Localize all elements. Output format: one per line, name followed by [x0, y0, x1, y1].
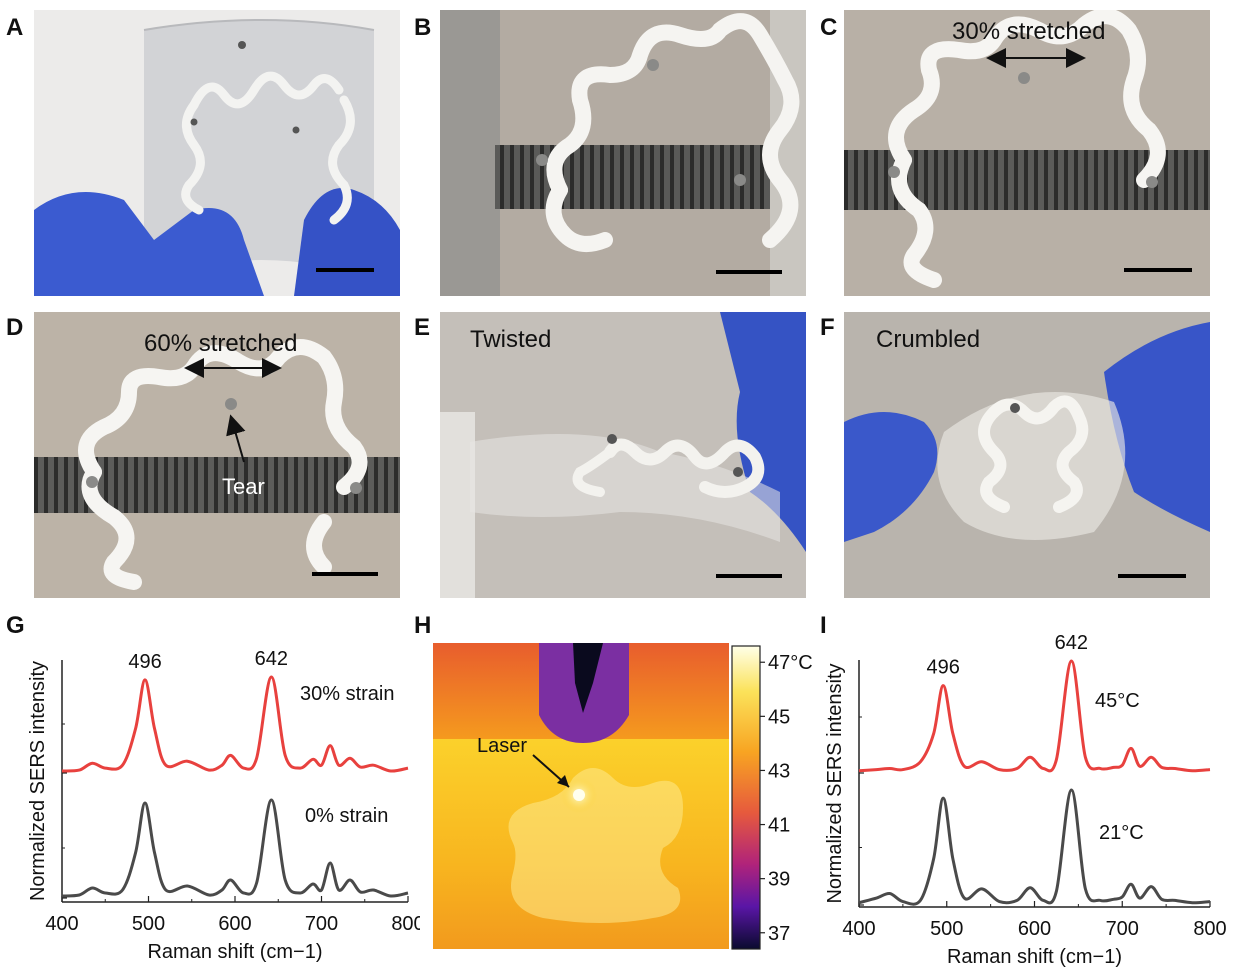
photo-d-60-stretched: 60% stretched Tear	[34, 312, 400, 598]
colorbar-tick-label: 47°C	[768, 652, 813, 674]
panel-label-f: F	[820, 314, 835, 341]
scale-bar	[316, 268, 374, 272]
y-axis-label: Normalized SERS intensity	[27, 661, 49, 901]
photo-f-crumbled: Crumbled	[844, 312, 1210, 598]
x-tick-label: 500	[930, 918, 963, 940]
panel-label-d: D	[6, 314, 24, 341]
series-line	[858, 659, 1211, 773]
photo-c-30-stretched: 30% stretched	[844, 10, 1210, 296]
x-tick-label: 700	[305, 913, 338, 935]
scale-bar	[1118, 574, 1186, 578]
panel-label-a: A	[6, 14, 24, 41]
scale-bar	[312, 572, 378, 576]
x-axis-label: Raman shift (cm−1)	[947, 946, 1122, 968]
panel-label-e: E	[414, 314, 431, 341]
annotation-30-stretched: 30% stretched	[952, 18, 1106, 45]
x-axis-label: Raman shift (cm−1)	[147, 941, 322, 963]
photo-a-bent-device	[34, 10, 400, 296]
scale-bar	[716, 574, 782, 578]
colorbar-gradient	[731, 645, 761, 950]
colorbar-tick-label: 41	[768, 815, 790, 837]
laser-label: Laser	[477, 735, 528, 757]
scale-bar	[1124, 268, 1192, 272]
series-line	[61, 675, 409, 773]
x-tick-label: 800	[1193, 918, 1226, 940]
x-tick-label: 600	[218, 913, 251, 935]
x-tick-label: 800	[391, 913, 420, 935]
series-label: 21°C	[1099, 822, 1144, 844]
colorbar-tick-label: 37	[768, 923, 790, 945]
panel-label-g: G	[6, 612, 25, 639]
colorbar-tick-label: 39	[768, 869, 790, 891]
x-tick-label: 700	[1106, 918, 1139, 940]
thermal-image: Laser	[433, 643, 729, 949]
x-tick-label: 400	[842, 918, 875, 940]
annotation-60-stretched: 60% stretched	[144, 330, 298, 357]
chart-g-raman-strain: 400 500 600 700 800 Raman shift (cm−1) Normali…	[27, 648, 420, 963]
scale-bar	[716, 270, 782, 274]
panel-label-b: B	[414, 14, 432, 41]
colorbar-tick-label: 43	[768, 760, 790, 782]
colorbar-tick-label: 45	[768, 706, 790, 728]
y-axis-label: Normalized SERS intensity	[824, 663, 846, 903]
x-tick-label: 400	[45, 913, 78, 935]
chart-i-raman-temperature: 400 500 600 700 800 Raman shift (cm−1) Normali…	[824, 632, 1227, 968]
photo-e-twisted: Twisted	[440, 312, 806, 598]
peak-label: 642	[1055, 632, 1088, 654]
photo-b-device-on-stage	[440, 10, 806, 296]
x-tick-label: 500	[132, 913, 165, 935]
series-label: 0% strain	[305, 805, 388, 827]
annotation-crumbled: Crumbled	[876, 326, 981, 353]
x-tick-label: 600	[1018, 918, 1051, 940]
panel-label-h: H	[414, 612, 432, 639]
peak-label: 642	[255, 648, 288, 670]
annotation-twisted: Twisted	[470, 326, 552, 353]
series-label: 45°C	[1095, 690, 1140, 712]
peak-label: 496	[128, 651, 161, 673]
annotation-tear: Tear	[222, 474, 265, 499]
series-line	[61, 798, 409, 898]
series-line	[858, 788, 1211, 906]
panel-label-c: C	[820, 14, 838, 41]
peak-label: 496	[927, 657, 960, 679]
panel-label-i: I	[820, 612, 827, 639]
thermal-colorbar: 47°C 45 43 41 39 37	[731, 645, 813, 950]
series-label: 30% strain	[300, 683, 395, 705]
